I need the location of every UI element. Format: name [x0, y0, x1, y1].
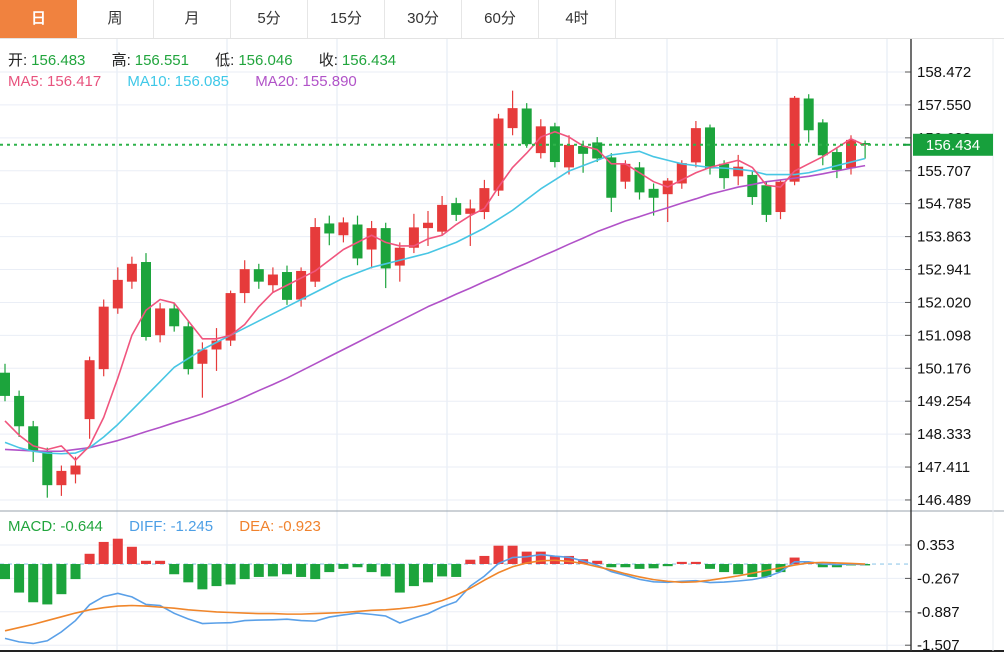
macd-axis-grid: 0.353 -0.267 -0.887 -1.507	[0, 537, 960, 654]
macd-histogram	[0, 538, 871, 605]
svg-text:154.785: 154.785	[917, 196, 971, 213]
svg-text:152.020: 152.020	[917, 294, 971, 311]
macd-label: MACD:	[8, 518, 57, 535]
svg-text:-0.267: -0.267	[917, 570, 960, 587]
svg-text:156.434: 156.434	[926, 137, 980, 154]
svg-text:-1.507: -1.507	[917, 637, 960, 654]
close-value: 156.434	[341, 52, 397, 69]
macd-readout: MACD: -0.644 DIFF: -1.245 DEA: -0.923	[8, 518, 325, 535]
macd-value: -0.644	[60, 518, 103, 535]
dea-label: DEA:	[239, 518, 275, 535]
svg-text:157.550: 157.550	[917, 97, 971, 114]
tab-60min[interactable]: 60分	[462, 0, 539, 38]
low-label: 低:	[215, 52, 235, 69]
high-value: 156.551	[134, 52, 189, 69]
svg-text:155.707: 155.707	[917, 163, 971, 180]
ma5-line	[4, 130, 866, 461]
dea-line	[4, 559, 866, 632]
high-label: 高:	[111, 52, 131, 69]
tab-30min[interactable]: 30分	[385, 0, 462, 38]
timeframe-tabbar: 日 周 月 5分 15分 30分 60分 4时	[0, 0, 1004, 39]
svg-text:0.353: 0.353	[917, 537, 955, 554]
tab-day[interactable]: 日	[0, 0, 77, 38]
svg-text:153.863: 153.863	[917, 229, 971, 246]
ma10-line	[4, 150, 866, 455]
tab-15min[interactable]: 15分	[308, 0, 385, 38]
svg-text:158.472: 158.472	[917, 64, 971, 81]
dea-value: -0.923	[278, 518, 321, 535]
ma20-label: MA20:	[255, 73, 299, 90]
open-value: 156.483	[31, 52, 86, 69]
ma20-line	[4, 164, 866, 453]
tab-5min[interactable]: 5分	[231, 0, 308, 38]
tab-month[interactable]: 月	[154, 0, 231, 38]
ma5-value: 156.417	[47, 73, 102, 90]
svg-text:149.254: 149.254	[917, 393, 971, 410]
diff-line	[4, 553, 866, 645]
svg-text:146.489: 146.489	[917, 492, 971, 509]
ma20-value: 155.890	[302, 73, 357, 90]
ma5-label: MA5:	[8, 73, 44, 90]
svg-text:148.333: 148.333	[917, 426, 971, 443]
ohlc-readout: 开: 156.483 高: 156.551 低: 156.046 收: 156.434	[8, 49, 400, 70]
open-label: 开:	[8, 52, 28, 69]
svg-text:-0.887: -0.887	[917, 604, 960, 621]
ma10-label: MA10:	[127, 73, 171, 90]
svg-text:151.098: 151.098	[917, 327, 971, 344]
ma10-value: 156.085	[174, 73, 230, 90]
main-axis-grid: 158.472157.550156.628155.707154.785153.8…	[0, 64, 971, 509]
diff-label: DIFF:	[129, 518, 167, 535]
current-price-badge: 156.434	[903, 133, 993, 156]
low-value: 156.046	[238, 52, 293, 69]
tab-4hour[interactable]: 4时	[539, 0, 616, 38]
svg-text:147.411: 147.411	[917, 459, 970, 476]
svg-text:152.941: 152.941	[917, 262, 971, 279]
tab-week[interactable]: 周	[77, 0, 154, 38]
svg-text:150.176: 150.176	[917, 360, 971, 377]
ma-readout: MA5: 156.417 MA10: 156.085 MA20: 155.890	[8, 73, 361, 90]
diff-value: -1.245	[170, 518, 214, 535]
close-label: 收:	[318, 52, 338, 69]
